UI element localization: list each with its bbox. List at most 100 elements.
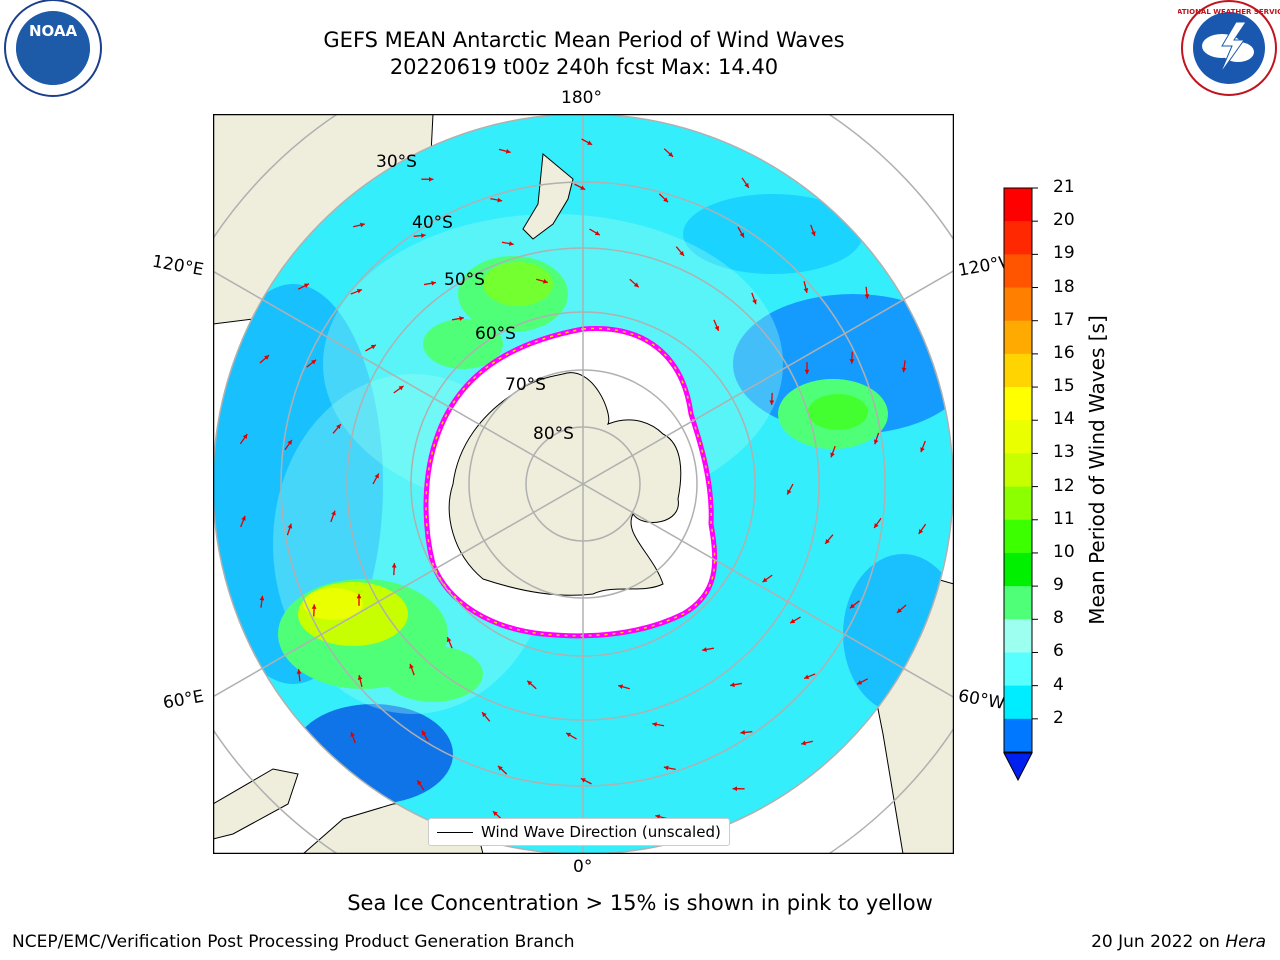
wave-arrow-head	[409, 663, 414, 669]
lon-label-60e: 60°E	[161, 686, 206, 714]
wave-arrow-head	[391, 563, 397, 568]
wave-arrow-head	[804, 674, 810, 680]
colorbar-segment	[1004, 552, 1032, 587]
colorbar-segment	[1004, 420, 1032, 454]
wave-arrow-head	[804, 369, 810, 375]
colorbar-segment	[1004, 254, 1032, 289]
wave-arrow-head	[769, 400, 775, 405]
noaa-logo-text: NOAA	[29, 22, 78, 40]
wave-arrow-head	[527, 680, 533, 686]
wave-arrow-head	[652, 722, 658, 727]
colorbar-tick-label: 19	[1053, 243, 1075, 264]
wave-arrow-head	[311, 604, 317, 609]
lon-label-120e: 120°E	[150, 251, 206, 281]
wave-arrow-head	[350, 731, 355, 737]
wave-arrow-head	[360, 222, 365, 228]
wave-arrow-head	[830, 452, 835, 458]
wave-arrow-head	[801, 740, 806, 746]
wave-arrow-head	[849, 603, 855, 609]
wave-arrow-head	[897, 608, 902, 613]
wave-arrow-head	[655, 814, 661, 820]
colorbar-tick-label: 10	[1053, 541, 1075, 562]
lon-label-180: 180°	[561, 88, 602, 108]
polar-map	[212, 113, 955, 855]
colorbar-tick-label: 18	[1053, 276, 1075, 297]
wave-arrow-head	[730, 682, 735, 688]
colorbar-title: Mean Period of Wind Waves [s]	[1085, 315, 1109, 625]
wave-arrow-head	[264, 355, 269, 360]
footer-credit: NCEP/EMC/Verification Post Processing Pr…	[12, 932, 575, 952]
wave-arrow-head	[542, 279, 548, 284]
wave-arrow-head	[580, 778, 586, 783]
wave-arrow-head	[752, 299, 757, 305]
legend-label: Wind Wave Direction (unscaled)	[481, 823, 721, 841]
lon-label-60w: 60°W	[956, 686, 1007, 714]
wind-wave-arrows	[239, 138, 927, 830]
map-legend: Wind Wave Direction (unscaled)	[428, 818, 730, 846]
colorbar-tick-label: 16	[1053, 342, 1075, 363]
wave-arrow-head	[744, 182, 749, 188]
wave-arrow-head	[331, 510, 336, 516]
wave-arrow-head	[702, 647, 707, 652]
wave-arrow-head	[296, 669, 302, 674]
colorbar-segment	[1004, 586, 1032, 620]
colorbar-segment	[1004, 287, 1032, 322]
wave-arrow-head	[740, 730, 745, 735]
colorbar-segment	[1004, 486, 1032, 521]
colorbar-segment	[1004, 353, 1032, 388]
wave-arrow-head	[714, 325, 720, 331]
colorbar	[1003, 187, 1038, 782]
wave-arrow-head	[241, 515, 246, 521]
wave-arrow-head	[811, 231, 816, 237]
footer-date: 20 Jun 2022 on Hera	[1091, 932, 1266, 952]
graticule	[213, 114, 954, 854]
wave-arrow-head	[417, 780, 422, 786]
wave-arrow-head	[356, 288, 362, 294]
wave-arrow-head	[336, 424, 341, 430]
map-title: GEFS MEAN Antarctic Mean Period of Wind …	[323, 28, 845, 52]
lat-label-50s: 50°S	[444, 270, 485, 290]
map-panel	[212, 113, 955, 855]
colorbar-segment	[1004, 453, 1032, 488]
wave-arrow-head	[311, 359, 317, 365]
madagascar-land	[213, 768, 299, 840]
wave-arrow-head	[679, 250, 684, 256]
wave-arrow-head	[594, 230, 600, 236]
footer-date-text: 20 Jun 2022 on	[1091, 932, 1220, 952]
wave-arrow-head	[242, 434, 248, 440]
wave-arrow-head	[374, 473, 379, 479]
colorbar-tick-label: 20	[1053, 210, 1075, 231]
colorbar-segment	[1004, 320, 1032, 355]
colorbar-segment	[1004, 519, 1032, 554]
lat-label-80s: 80°S	[533, 424, 574, 444]
legend-line-swatch	[437, 831, 473, 833]
lat-label-30s: 30°S	[376, 152, 417, 172]
map-subtitle: 20220619 t00z 240h fcst Max: 14.40	[389, 55, 779, 79]
wave-arrow-head	[857, 680, 863, 685]
colorbar-tick-label: 12	[1053, 475, 1075, 496]
noaa-logo: NOAA	[4, 0, 102, 97]
wave-arrow-head	[259, 595, 265, 601]
colorbar-segment	[1004, 387, 1032, 421]
wave-arrow-head	[482, 712, 487, 718]
wave-arrow-head	[459, 316, 464, 321]
colorbar-tick-label: 8	[1053, 608, 1064, 629]
wave-arrow-head	[428, 176, 434, 182]
colorbar-under-triangle	[1003, 752, 1033, 782]
wave-arrow-head	[497, 765, 503, 771]
wave-arrow-head	[508, 241, 514, 246]
wave-arrow-head	[421, 233, 426, 238]
nws-logo: NATIONAL WEATHER SERVICE	[1178, 0, 1280, 96]
colorbar-segment	[1004, 619, 1032, 653]
footer-host: Hera	[1225, 932, 1266, 952]
lat-label-60s: 60°S	[475, 324, 516, 344]
wave-arrow-head	[920, 447, 925, 453]
colorbar-tick-label: 9	[1053, 575, 1064, 596]
wave-arrow-head	[370, 344, 376, 350]
colorbar-tick-label: 21	[1053, 177, 1075, 197]
wave-arrow-head	[825, 538, 830, 544]
colorbar-tick-label: 14	[1053, 409, 1075, 430]
lat-label-40s: 40°S	[412, 213, 453, 233]
colorbar-tick-label: 17	[1053, 309, 1075, 330]
wave-arrow-head	[732, 786, 738, 792]
